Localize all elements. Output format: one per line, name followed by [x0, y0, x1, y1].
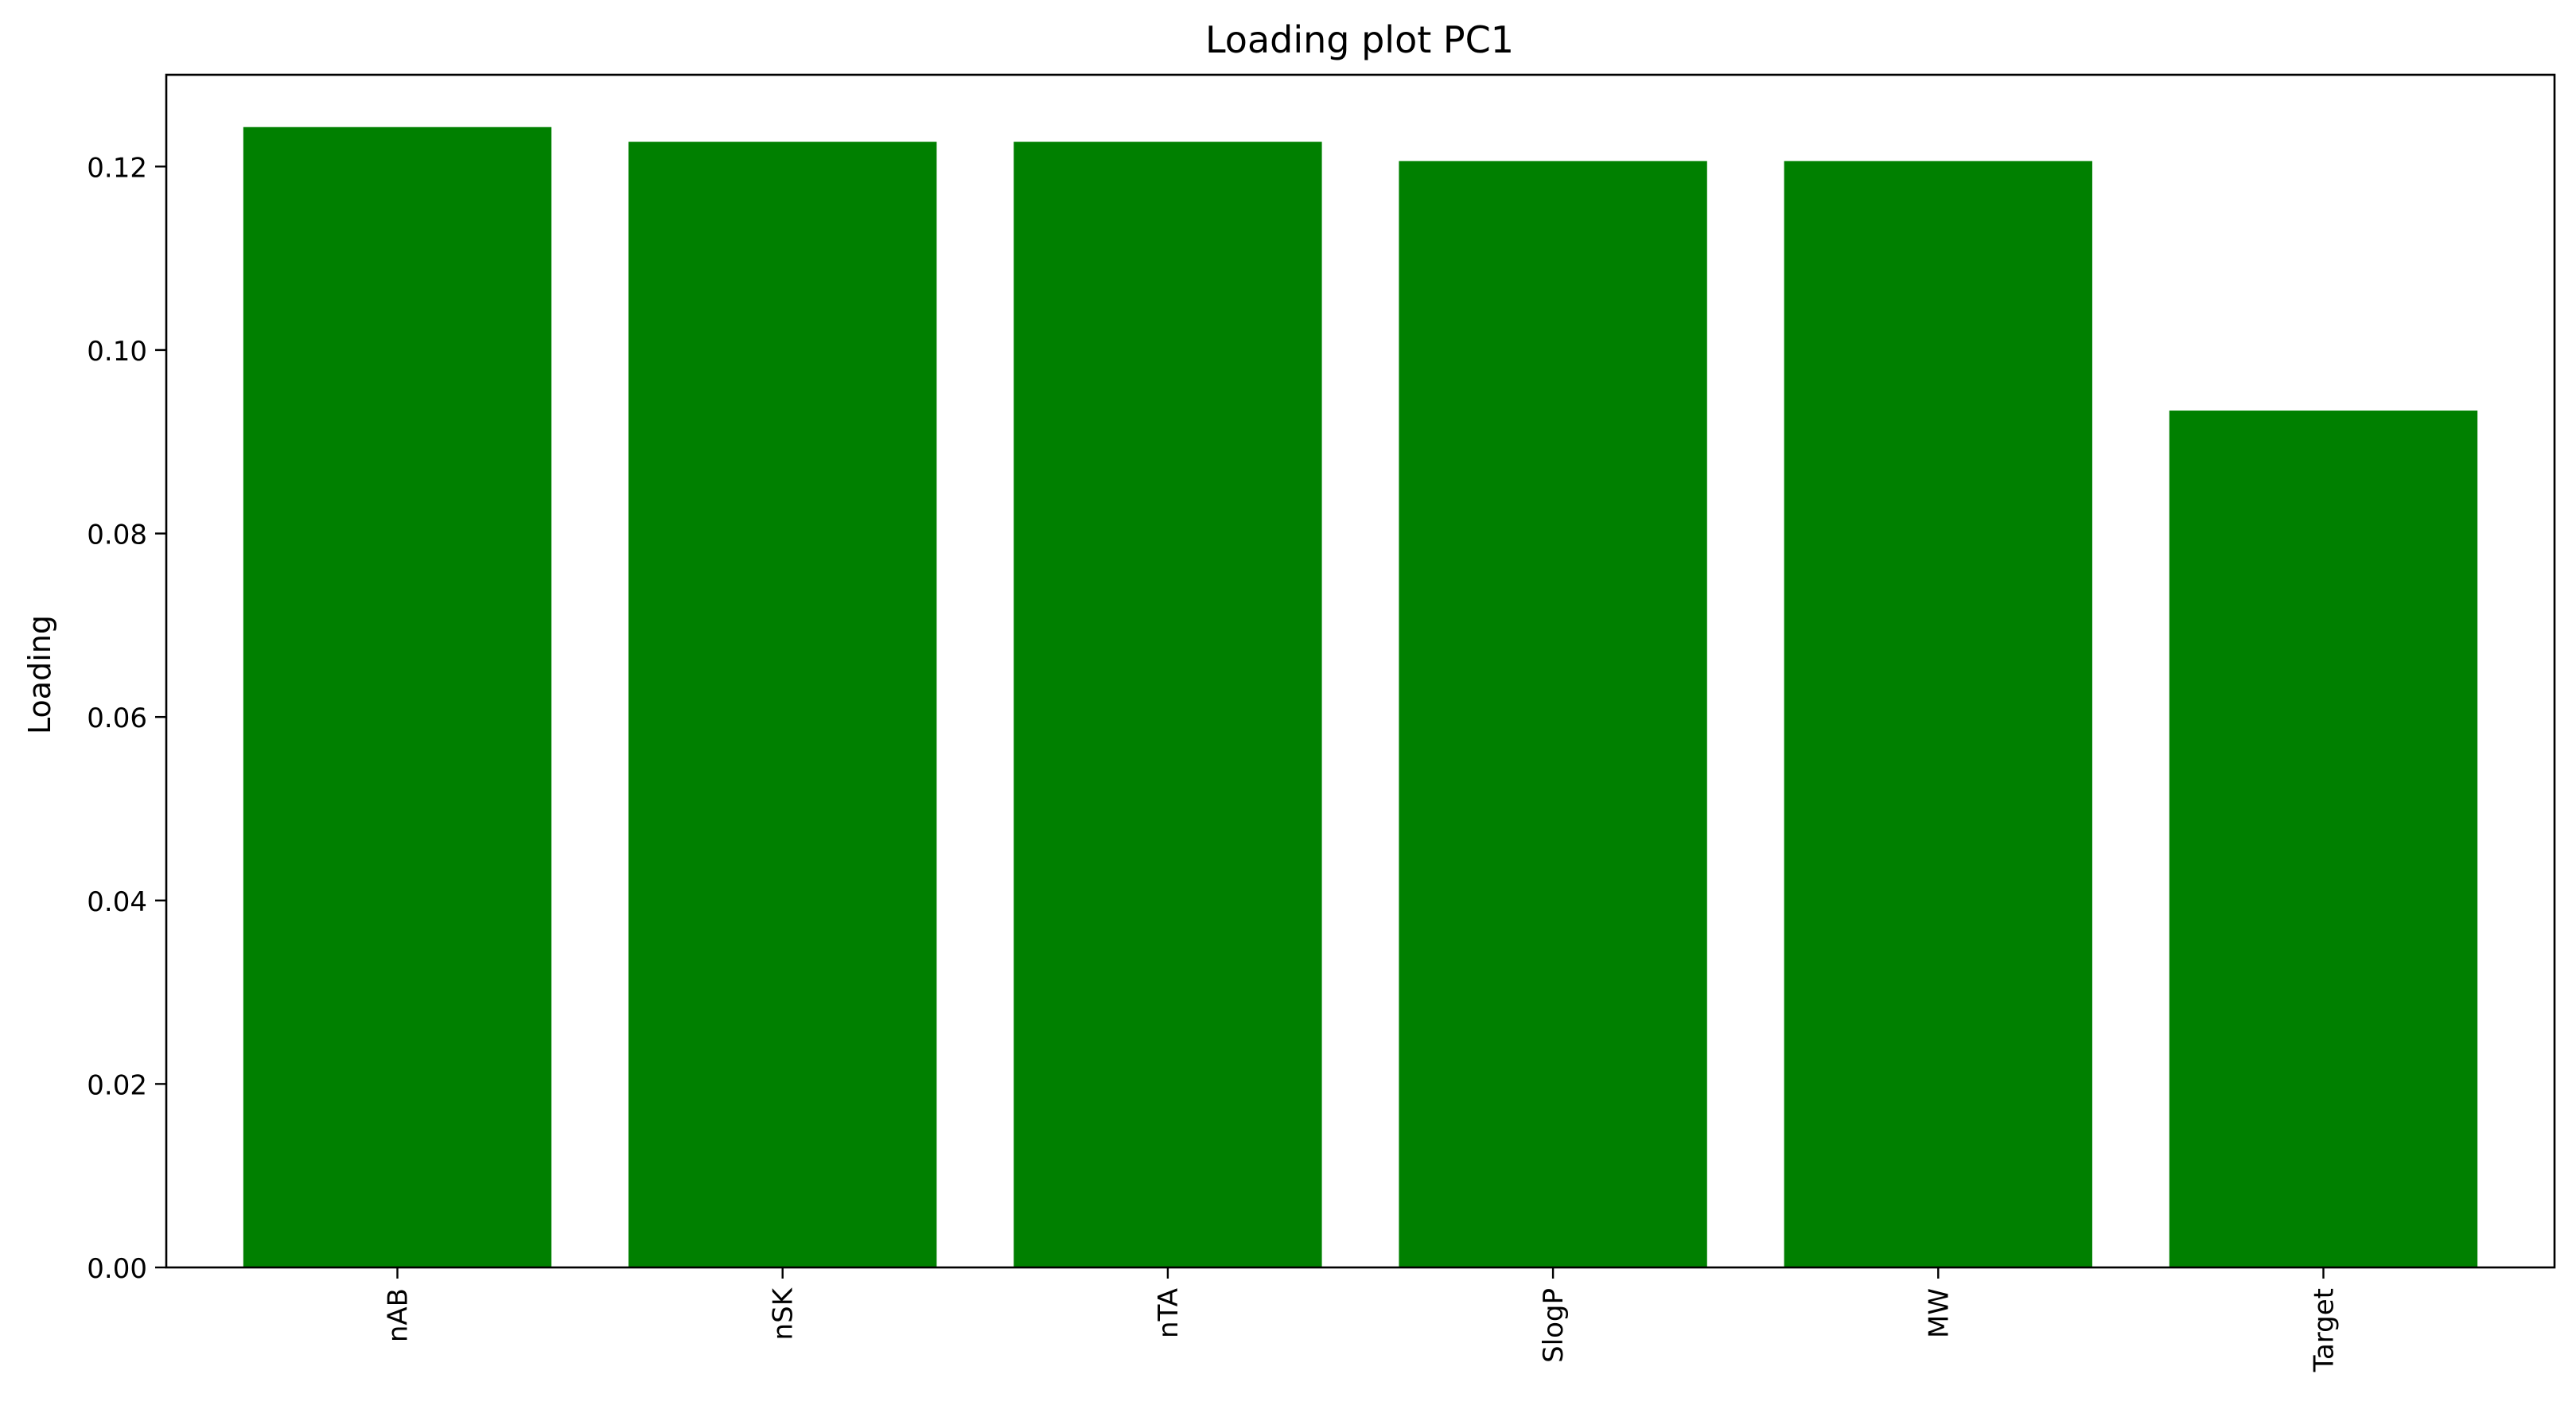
y-tick-label: 0.04: [87, 886, 147, 918]
plot-area: 0.00 0.02 0.04 0.06 0.08 0.10 0.12 nAB nSK nTA Slo…: [87, 73, 2556, 1372]
bar-mw: [1784, 161, 2092, 1267]
bar-nsk: [628, 142, 937, 1267]
bar-nta: [1014, 142, 1322, 1267]
y-tick-label: 0.00: [87, 1253, 147, 1285]
x-tick-label-nab: nAB: [383, 1288, 414, 1342]
y-tick-label: 0.06: [87, 703, 147, 734]
y-axis-label: Loading: [22, 615, 57, 734]
x-tick-label-mw: MW: [1923, 1288, 1955, 1338]
bar-nab: [243, 127, 552, 1268]
bar-target: [2169, 411, 2478, 1267]
x-tick-label-nta: nTA: [1153, 1288, 1185, 1338]
bar-slogp: [1399, 161, 1707, 1267]
x-tick-label-nsk: nSK: [768, 1287, 800, 1340]
chart-title: Loading plot PC1: [1205, 18, 1514, 61]
x-tick-label-target: Target: [2308, 1288, 2340, 1372]
y-tick-label: 0.02: [87, 1069, 147, 1101]
y-tick-label: 0.12: [87, 152, 147, 184]
y-tick-label: 0.08: [87, 520, 147, 551]
y-tick-label: 0.10: [87, 336, 147, 368]
x-tick-label-slogp: SlogP: [1538, 1288, 1570, 1363]
axes-frame: [165, 73, 2556, 1269]
